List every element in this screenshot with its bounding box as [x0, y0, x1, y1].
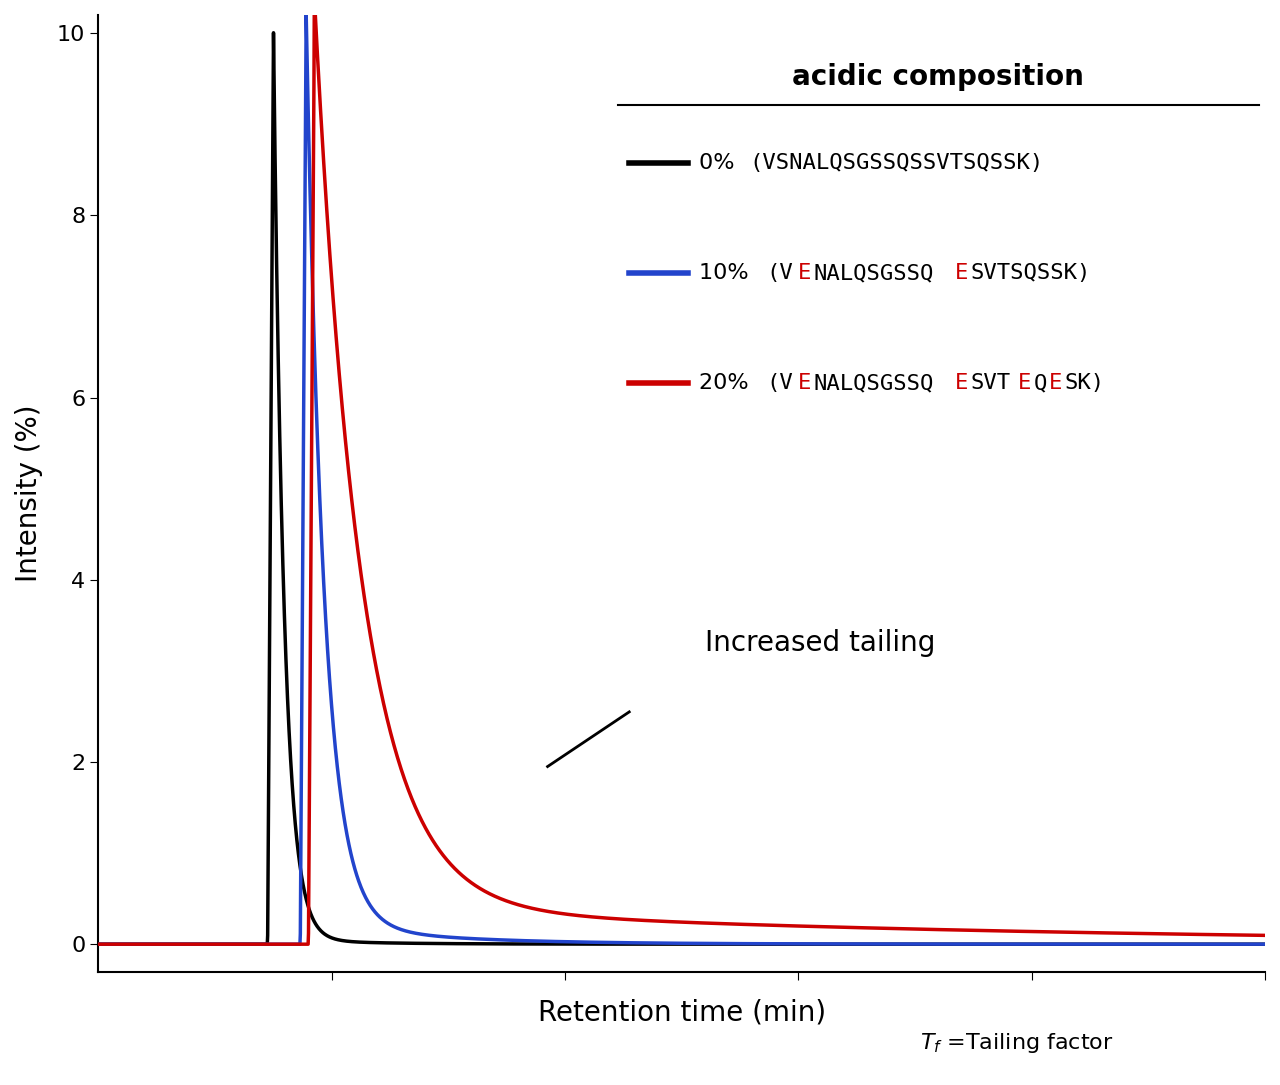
Text: 0%: 0% [699, 153, 742, 174]
Y-axis label: Intensity (%): Intensity (%) [15, 405, 44, 582]
Text: NALQSGSSQ: NALQSGSSQ [813, 373, 933, 393]
Text: 10%: 10% [699, 264, 756, 283]
Text: E: E [797, 264, 810, 283]
Text: 20%: 20% [699, 373, 756, 393]
Text: SVTSQSSK): SVTSQSSK) [970, 264, 1091, 283]
Text: NALQSGSSQ: NALQSGSSQ [813, 264, 933, 283]
Text: Q: Q [1033, 373, 1047, 393]
Text: (V: (V [765, 373, 792, 393]
Text: E: E [955, 373, 968, 393]
Text: Increased tailing: Increased tailing [705, 629, 936, 658]
Text: E: E [1050, 373, 1062, 393]
Text: acidic composition: acidic composition [792, 63, 1084, 91]
Text: $T_f$ =Tailing factor: $T_f$ =Tailing factor [920, 1031, 1114, 1055]
Text: E: E [1018, 373, 1030, 393]
X-axis label: Retention time (min): Retention time (min) [538, 998, 826, 1026]
Text: SK): SK) [1065, 373, 1105, 393]
Text: (VSNALQSGSSQSSVTSQSSK): (VSNALQSGSSQSSVTSQSSK) [749, 153, 1043, 174]
Text: E: E [955, 264, 968, 283]
Text: (V: (V [765, 264, 792, 283]
Text: E: E [797, 373, 810, 393]
Text: SVT: SVT [970, 373, 1010, 393]
